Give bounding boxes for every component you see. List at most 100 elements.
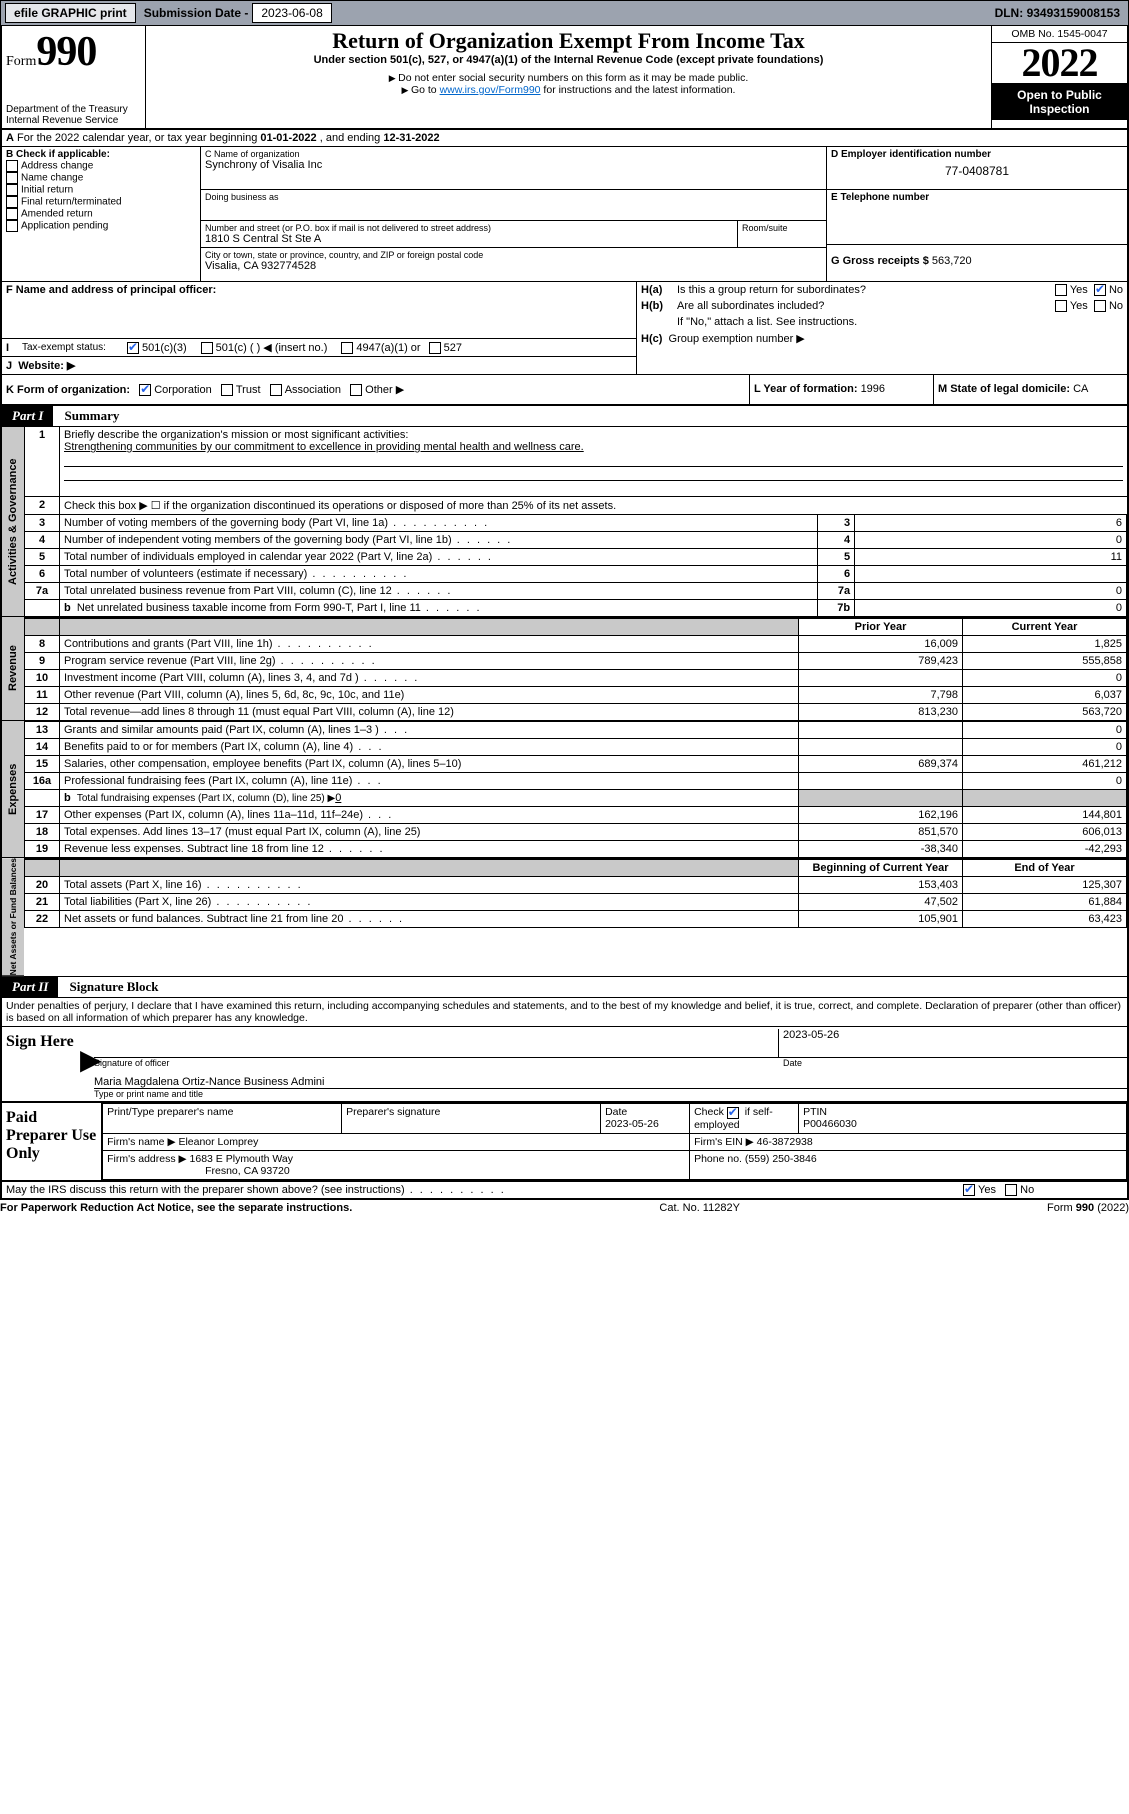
chk-501c[interactable] <box>201 342 213 354</box>
gross-receipts-label: G Gross receipts $ <box>831 255 932 267</box>
py-9: 789,423 <box>799 653 963 670</box>
chk-501c3[interactable] <box>127 342 139 354</box>
chk-assoc[interactable] <box>270 384 282 396</box>
py-19: -38,340 <box>799 841 963 858</box>
chk-4947[interactable] <box>341 342 353 354</box>
py-14 <box>799 739 963 756</box>
py-16a <box>799 773 963 790</box>
cy-16a: 0 <box>963 773 1127 790</box>
cy-9: 555,858 <box>963 653 1127 670</box>
ssn-note: Do not enter social security numbers on … <box>152 72 985 84</box>
py-22: 105,901 <box>799 911 963 928</box>
efile-btn[interactable]: efile GRAPHIC print <box>5 3 136 23</box>
py-10 <box>799 670 963 687</box>
part-i-title: Summary <box>56 408 119 423</box>
firm-name: Eleanor Lomprey <box>178 1136 258 1148</box>
subdate-label: Submission Date - <box>140 6 253 20</box>
firm-ein: 46-3872938 <box>757 1136 813 1148</box>
py-21: 47,502 <box>799 894 963 911</box>
principal-officer: F Name and address of principal officer: <box>2 282 636 339</box>
title-block: Form990 Department of the Treasury Inter… <box>0 26 1129 130</box>
dept-treasury: Department of the Treasury <box>6 104 141 115</box>
dba-label: Doing business as <box>205 192 822 202</box>
website-label: Website: ▶ <box>18 360 75 372</box>
chk-trust[interactable] <box>221 384 233 396</box>
chk-other[interactable] <box>350 384 362 396</box>
cy-14: 0 <box>963 739 1127 756</box>
cy-17: 144,801 <box>963 807 1127 824</box>
chk-527[interactable] <box>429 342 441 354</box>
val-4: 0 <box>855 532 1127 549</box>
firm-addr: 1683 E Plymouth Way <box>190 1153 294 1165</box>
chk-corp[interactable] <box>139 384 151 396</box>
street-address: 1810 S Central St Ste A <box>205 233 733 245</box>
cy-11: 6,037 <box>963 687 1127 704</box>
cy-20: 125,307 <box>963 877 1127 894</box>
ein-value: 77-0408781 <box>831 160 1123 178</box>
city-label: City or town, state or province, country… <box>205 250 822 260</box>
line-a: A For the 2022 calendar year, or tax yea… <box>0 130 1129 147</box>
hc-label: Group exemption number ▶ <box>669 333 805 345</box>
py-13 <box>799 722 963 739</box>
goto-note: Go to www.irs.gov/Form990 for instructio… <box>152 84 985 96</box>
val-5: 11 <box>855 549 1127 566</box>
ha-no[interactable] <box>1094 284 1106 296</box>
py-18: 851,570 <box>799 824 963 841</box>
val-3: 6 <box>855 515 1127 532</box>
top-header: efile GRAPHIC print Submission Date - 20… <box>0 0 1129 26</box>
domicile-state: CA <box>1073 383 1088 395</box>
cy-21: 61,884 <box>963 894 1127 911</box>
py-15: 689,374 <box>799 756 963 773</box>
part-ii-title: Signature Block <box>62 979 159 994</box>
section-bcdeg: B Check if applicable: Address change Na… <box>0 147 1129 282</box>
py-11: 7,798 <box>799 687 963 704</box>
ptin: P00466030 <box>803 1118 857 1130</box>
val-7a: 0 <box>855 583 1127 600</box>
discuss-no[interactable] <box>1005 1184 1017 1196</box>
irs-discuss-q: May the IRS discuss this return with the… <box>6 1184 963 1196</box>
cy-15: 461,212 <box>963 756 1127 773</box>
tax-exempt-label: Tax-exempt status: <box>22 342 127 353</box>
cy-13: 0 <box>963 722 1127 739</box>
form-footer: Form 990 (2022) <box>1047 1202 1129 1214</box>
hb-note: If "No," attach a list. See instructions… <box>637 314 1127 330</box>
cy-12: 563,720 <box>963 704 1127 721</box>
subdate-value: 2023-06-08 <box>252 3 331 23</box>
irs-link[interactable]: www.irs.gov/Form990 <box>440 84 541 96</box>
chk-selfemp[interactable] <box>727 1107 739 1119</box>
hb-yes[interactable] <box>1055 300 1067 312</box>
hb-no[interactable] <box>1094 300 1106 312</box>
val-7b: 0 <box>855 600 1127 617</box>
chk-name[interactable] <box>6 172 18 184</box>
open-public: Open to Public Inspection <box>992 84 1127 120</box>
city-state-zip: Visalia, CA 932774528 <box>205 260 822 272</box>
chk-initial[interactable] <box>6 184 18 196</box>
chk-pending[interactable] <box>6 220 18 232</box>
chk-final[interactable] <box>6 196 18 208</box>
chk-amended[interactable] <box>6 208 18 220</box>
part-ii-hdr: Part II <box>2 977 58 997</box>
py-12: 813,230 <box>799 704 963 721</box>
year-formation: 1996 <box>861 383 885 395</box>
vtab-revenue: Revenue <box>2 617 24 721</box>
cy-10: 0 <box>963 670 1127 687</box>
gross-receipts: 563,720 <box>932 255 972 267</box>
firm-phone: (559) 250-3846 <box>745 1153 817 1165</box>
cy-22: 63,423 <box>963 911 1127 928</box>
py-20: 153,403 <box>799 877 963 894</box>
ha-yes[interactable] <box>1055 284 1067 296</box>
vtab-activities: Activities & Governance <box>2 427 24 617</box>
chk-address[interactable] <box>6 160 18 172</box>
sign-here-label: Sign Here <box>2 1027 80 1101</box>
cat-no: Cat. No. 11282Y <box>352 1202 1047 1214</box>
col-b: B Check if applicable: Address change Na… <box>2 147 201 281</box>
phone-label: E Telephone number <box>831 192 929 203</box>
ein-label: D Employer identification number <box>831 149 991 160</box>
vtab-netassets: Net Assets or Fund Balances <box>2 858 24 976</box>
officer-name: Maria Magdalena Ortiz-Nance Business Adm… <box>94 1068 1127 1089</box>
form-990-label: Form990 <box>6 28 141 76</box>
discuss-yes[interactable] <box>963 1184 975 1196</box>
vtab-expenses: Expenses <box>2 721 24 858</box>
paperwork-notice: For Paperwork Reduction Act Notice, see … <box>0 1202 352 1214</box>
room-label: Room/suite <box>742 223 822 233</box>
